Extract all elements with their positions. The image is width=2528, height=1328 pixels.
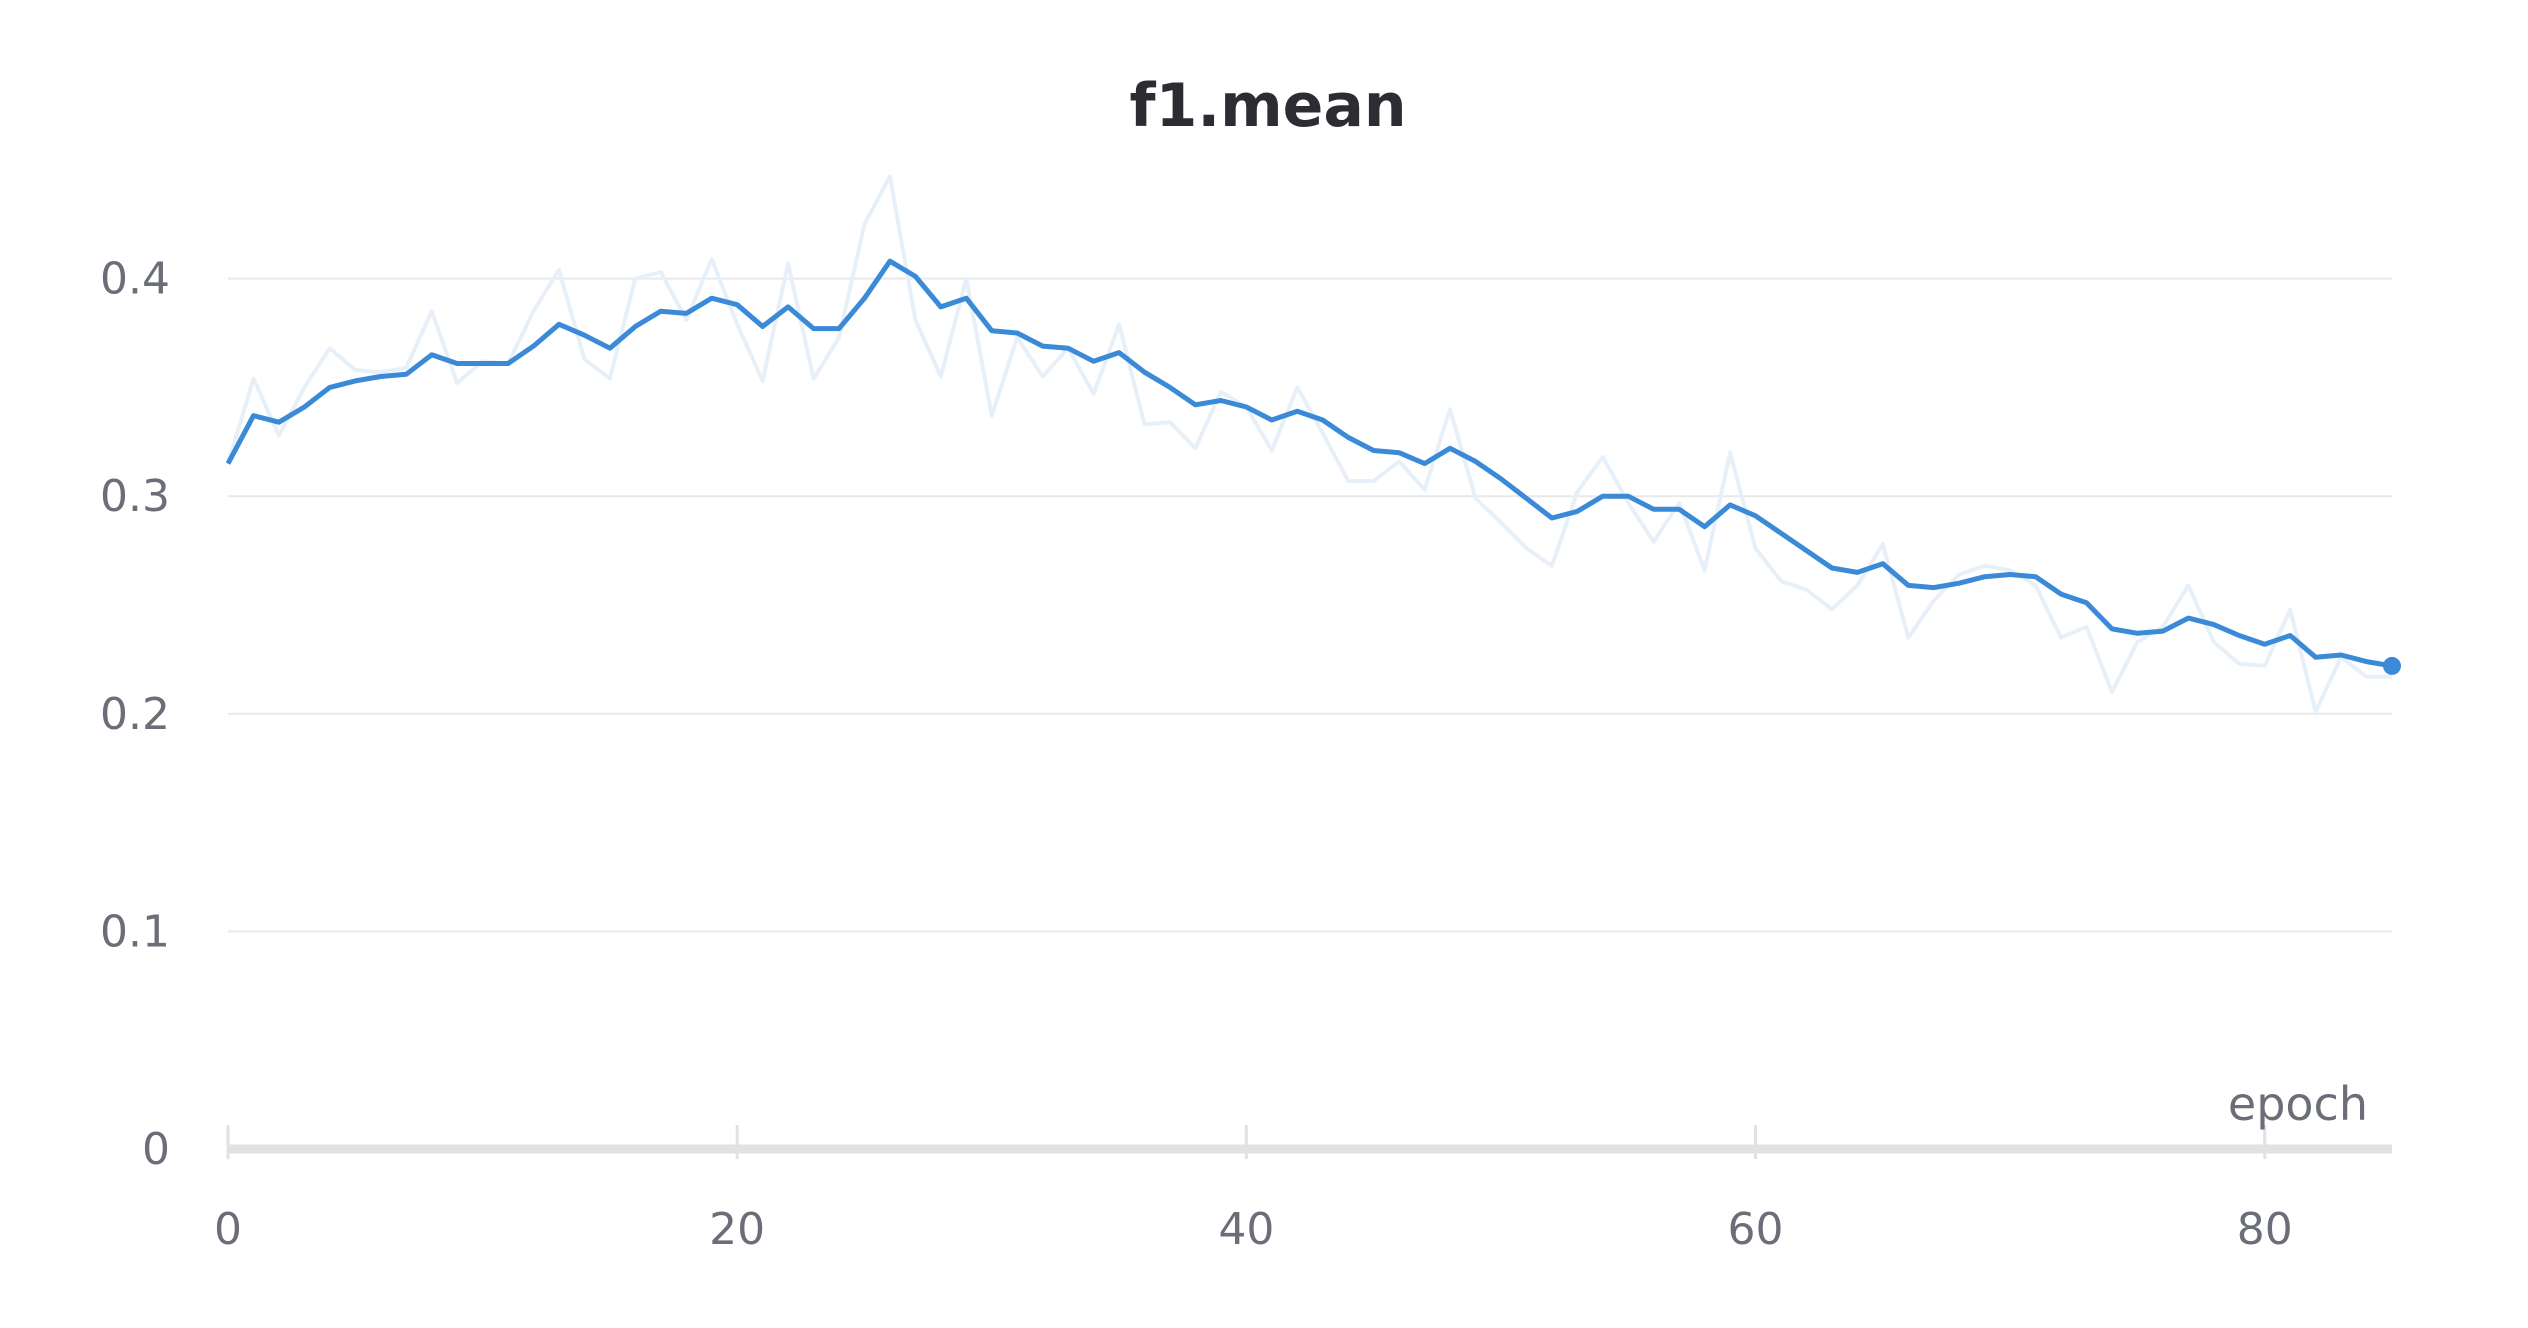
- y-tick-label: 0.4: [100, 254, 170, 305]
- x-tick-label: 80: [2237, 1204, 2293, 1255]
- gridlines: [228, 277, 2392, 933]
- y-axis-ticks: 0 0.1 0.2 0.3 0.4: [100, 254, 170, 1175]
- last-point-marker: [2383, 656, 2401, 675]
- y-tick-label: 0.3: [100, 471, 170, 522]
- x-axis-label: epoch: [2228, 1077, 2368, 1131]
- y-tick-label: 0.2: [100, 689, 170, 740]
- raw-series-line: [226, 174, 2392, 714]
- chart-title: f1.mean: [1129, 71, 1406, 141]
- x-axis-ticks: 0 20 40 60 80: [214, 1125, 2293, 1255]
- x-tick-label: 40: [1218, 1204, 1274, 1255]
- y-tick-label: 0.1: [100, 906, 170, 957]
- smoothed-series-line: [225, 258, 2393, 669]
- x-tick-label: 60: [1728, 1204, 1784, 1255]
- y-tick-label: 0: [142, 1124, 170, 1175]
- x-tick-label: 20: [709, 1204, 765, 1255]
- x-tick-label: 0: [214, 1204, 242, 1255]
- series-group: [225, 174, 2401, 714]
